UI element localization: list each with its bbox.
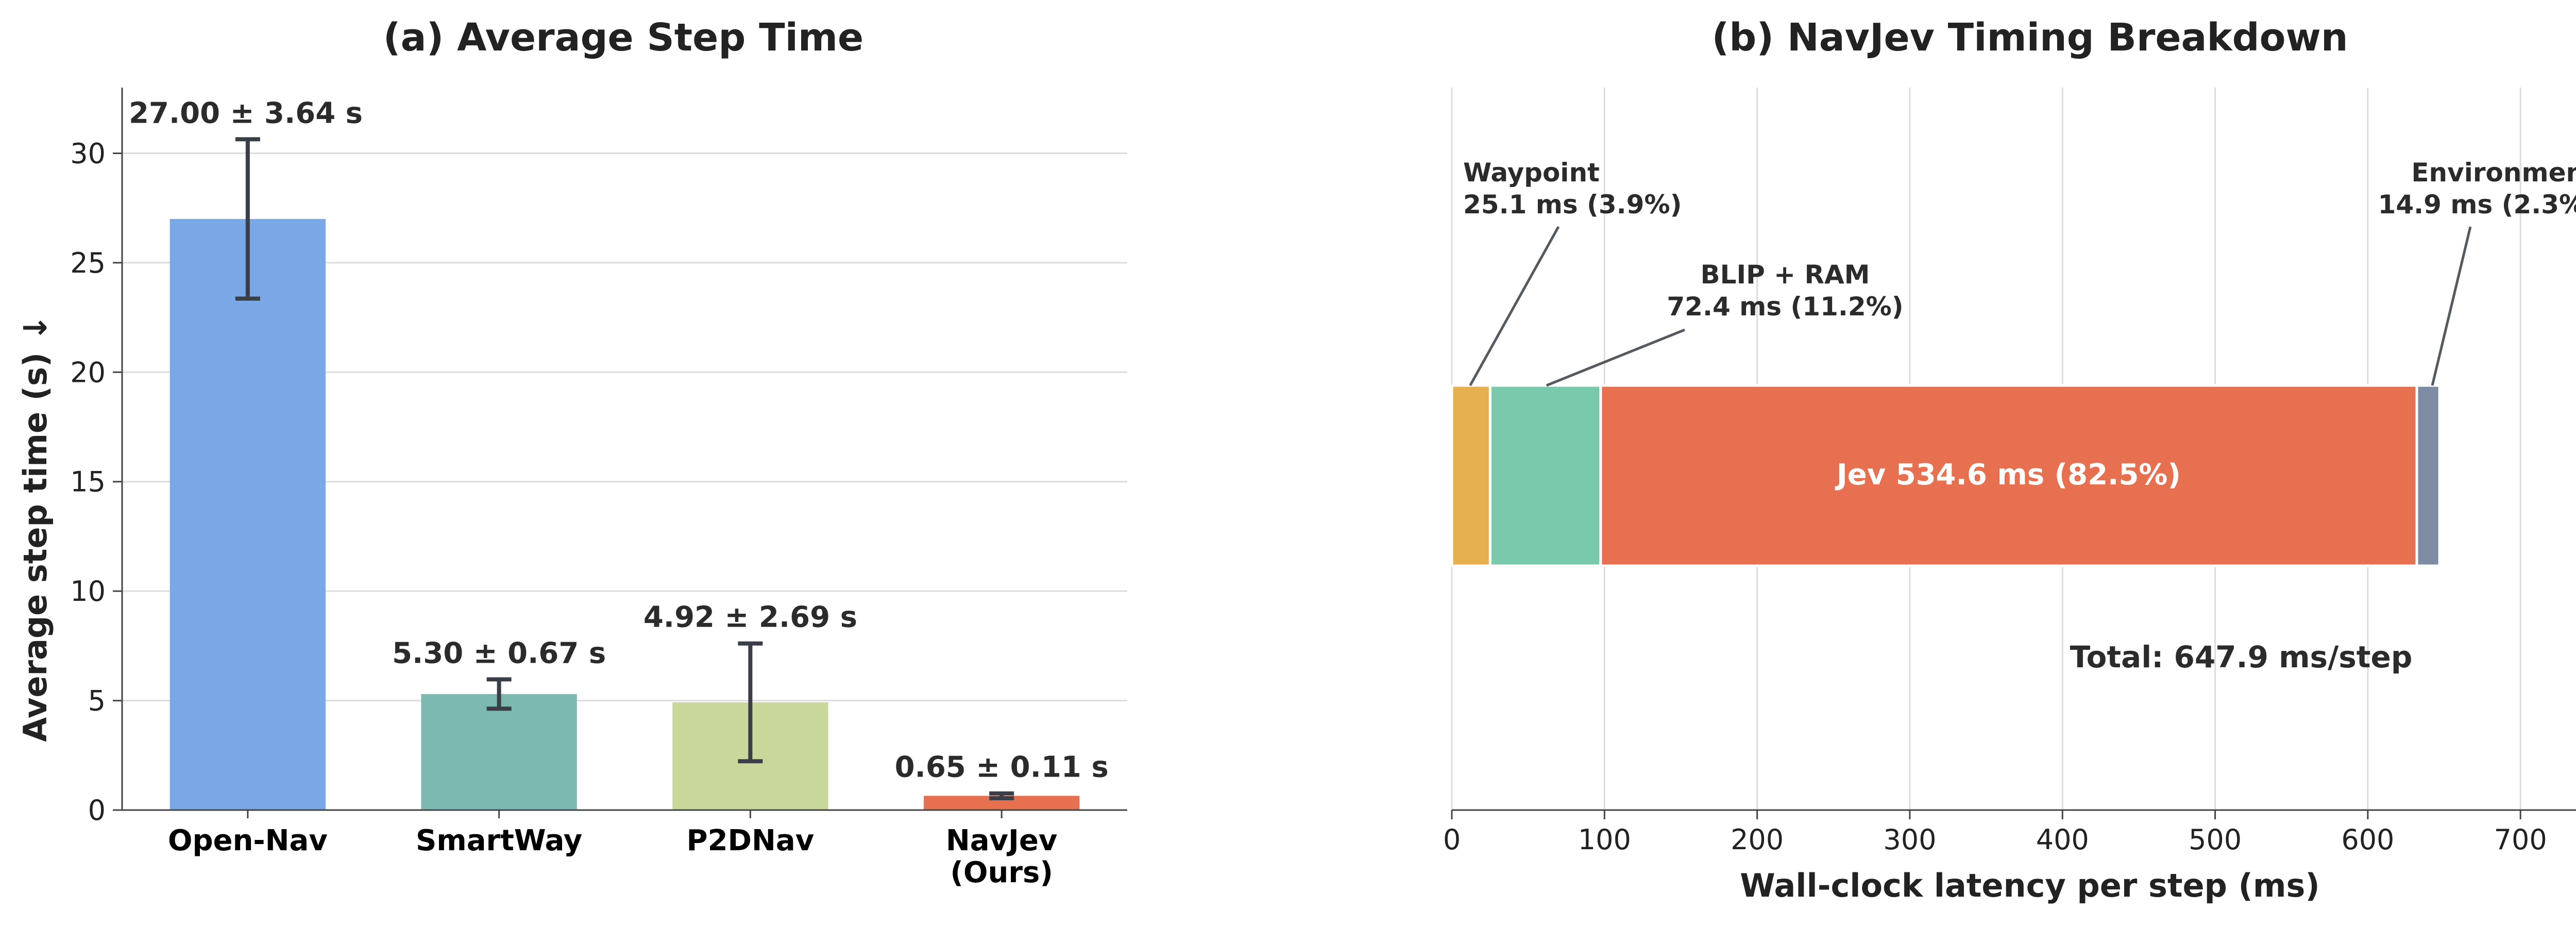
- category-label: P2DNav: [687, 824, 815, 857]
- y-tick-label: 30: [70, 137, 106, 170]
- segment-waypoint: [1450, 384, 1492, 567]
- waypoint-name: Waypoint: [1463, 158, 1600, 188]
- blip-ram-value: 72.4 ms (11.2%): [1667, 292, 1903, 322]
- blip-ram-leader-line: [1546, 328, 1685, 387]
- panel-a-average-step-time: (a) Average Step Time 27.00 ± 3.64 s 5.30…: [16, 15, 1127, 889]
- value-label: 5.30 ± 0.67 s: [392, 636, 606, 670]
- y-tick-label: 25: [70, 247, 106, 279]
- x-tick-label: 0: [1443, 823, 1461, 856]
- value-label: 27.00 ± 3.64 s: [129, 96, 363, 130]
- value-label: 4.92 ± 2.69 s: [643, 601, 857, 634]
- panel-b-timing-breakdown: (b) NavJev Timing Breakdown Jev 534.6 ms…: [1443, 15, 2576, 904]
- panel-a-error-bars: [235, 137, 1014, 801]
- jev-segment-label: Jev 534.6 ms (82.5%): [1835, 458, 2181, 492]
- category-label: (Ours): [950, 856, 1053, 889]
- panel-b-x-axis-label: Wall-clock latency per step (ms): [1740, 867, 2319, 904]
- panel-a-axes: [121, 88, 1127, 811]
- x-tick-label: 700: [2494, 823, 2547, 856]
- panel-a-y-ticks: 0 5 10 15 20 25 30: [70, 137, 122, 827]
- x-tick-label: 300: [1883, 823, 1936, 856]
- panel-b-x-ticks: 0 100 200 300 400 500 600 700: [1443, 810, 2547, 856]
- category-label: Open-Nav: [168, 824, 328, 857]
- category-label: SmartWay: [416, 824, 582, 857]
- x-tick-label: 200: [1731, 823, 1784, 856]
- panel-a-y-axis-label: Average step time (s) ↓: [16, 314, 54, 742]
- panel-b-total-label: Total: 647.9 ms/step: [2070, 639, 2413, 675]
- bar-smartway: [421, 694, 577, 810]
- panel-a-value-labels: 27.00 ± 3.64 s 5.30 ± 0.67 s 4.92 ± 2.69 s…: [129, 96, 1109, 784]
- panel-b-title: (b) NavJev Timing Breakdown: [1711, 15, 2348, 60]
- environment-leader-line: [2431, 226, 2472, 386]
- y-tick-label: 15: [70, 466, 106, 498]
- environment-value: 14.9 ms (2.3%): [2378, 190, 2576, 220]
- y-tick-label: 10: [70, 575, 106, 608]
- panel-b-stacked-segments: [1450, 384, 2441, 567]
- x-tick-label: 500: [2189, 823, 2242, 856]
- segment-jev: [1599, 384, 2418, 567]
- panel-a-bars: [170, 218, 1080, 811]
- panel-a-category-labels: Open-Nav SmartWay P2DNav NavJev(Ours): [168, 810, 1057, 889]
- y-tick-label: 5: [88, 685, 106, 717]
- segment-environment: [2415, 384, 2441, 567]
- x-tick-label: 400: [2036, 823, 2089, 856]
- waypoint-value: 25.1 ms (3.9%): [1463, 190, 1682, 220]
- blip-ram-name: BLIP + RAM: [1701, 260, 1870, 290]
- x-tick-label: 100: [1578, 823, 1631, 856]
- panel-a-title: (a) Average Step Time: [383, 15, 863, 60]
- environment-name: Environment: [2411, 158, 2576, 188]
- x-tick-label: 600: [2341, 823, 2394, 856]
- segment-blip-ram: [1488, 384, 1602, 567]
- y-tick-label: 20: [70, 356, 106, 389]
- category-label: NavJev: [946, 824, 1057, 857]
- y-tick-label: 0: [88, 794, 106, 827]
- bar-open-nav: [170, 218, 326, 811]
- waypoint-leader-line: [1469, 226, 1560, 386]
- value-label: 0.65 ± 0.11 s: [895, 751, 1109, 784]
